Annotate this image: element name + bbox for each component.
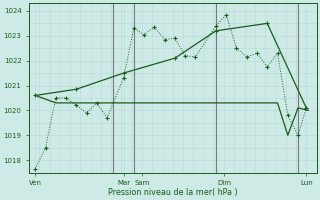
X-axis label: Pression niveau de la mer( hPa ): Pression niveau de la mer( hPa ) [108, 188, 238, 197]
